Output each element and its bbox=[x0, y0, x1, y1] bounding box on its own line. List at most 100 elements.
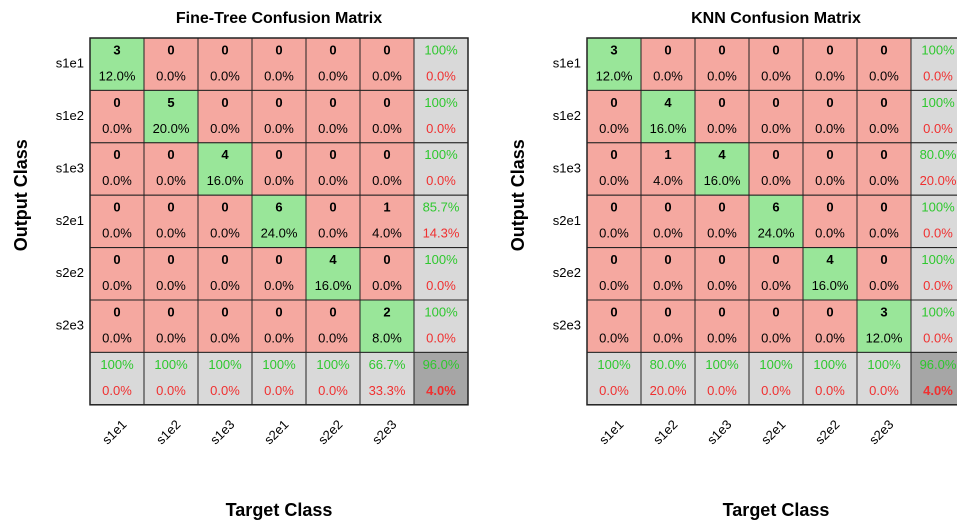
summary-error: 0.0% bbox=[815, 383, 845, 398]
cell bbox=[251, 89, 307, 144]
summary-correct: 100% bbox=[597, 357, 631, 372]
cell-percent: 0.0% bbox=[102, 226, 132, 241]
cell-count: 0 bbox=[275, 95, 282, 110]
summary-correct: 100% bbox=[921, 252, 955, 267]
cell-count: 1 bbox=[664, 147, 671, 162]
cell-percent: 0.0% bbox=[372, 68, 402, 83]
summary-correct: 100% bbox=[424, 147, 458, 162]
cell-count: 0 bbox=[113, 252, 120, 267]
cell-percent: 0.0% bbox=[102, 173, 132, 188]
summary-error: 20.0% bbox=[650, 383, 687, 398]
cell-count: 0 bbox=[610, 304, 617, 319]
summary-correct: 100% bbox=[867, 357, 901, 372]
cell-percent: 0.0% bbox=[210, 330, 240, 345]
cell-count: 0 bbox=[718, 42, 725, 57]
cell-count: 0 bbox=[610, 252, 617, 267]
cell-percent: 16.0% bbox=[315, 278, 352, 293]
cell bbox=[748, 299, 804, 353]
cell-percent: 4.0% bbox=[372, 226, 402, 241]
cell-percent: 0.0% bbox=[815, 226, 845, 241]
cell bbox=[640, 89, 696, 144]
y-tick-label: s1e1 bbox=[553, 56, 581, 71]
summary-cell bbox=[856, 351, 912, 406]
cell-count: 0 bbox=[826, 147, 833, 162]
cell-count: 0 bbox=[221, 252, 228, 267]
cell-percent: 0.0% bbox=[156, 226, 186, 241]
x-tick-label: s2e1 bbox=[758, 417, 789, 448]
cell-count: 0 bbox=[383, 95, 390, 110]
cell-percent: 0.0% bbox=[707, 226, 737, 241]
y-tick-label: s2e2 bbox=[56, 265, 84, 280]
cell bbox=[856, 89, 912, 144]
cell-percent: 0.0% bbox=[869, 121, 899, 136]
cell-count: 2 bbox=[383, 304, 390, 319]
y-tick-label: s1e2 bbox=[553, 108, 581, 123]
cell bbox=[197, 247, 253, 301]
cell bbox=[640, 299, 696, 353]
cell-percent: 0.0% bbox=[318, 330, 348, 345]
cell-count: 0 bbox=[880, 200, 887, 215]
summary-error: 0.0% bbox=[318, 383, 348, 398]
cell-percent: 0.0% bbox=[869, 278, 899, 293]
chart-title: Fine-Tree Confusion Matrix bbox=[176, 10, 382, 27]
cell-count: 0 bbox=[329, 200, 336, 215]
cell-percent: 0.0% bbox=[156, 68, 186, 83]
cell-percent: 0.0% bbox=[869, 173, 899, 188]
cell bbox=[694, 299, 750, 353]
summary-error: 0.0% bbox=[426, 330, 456, 345]
cell-count: 0 bbox=[113, 200, 120, 215]
summary-error: 0.0% bbox=[102, 383, 132, 398]
cell bbox=[856, 37, 912, 91]
cell-count: 0 bbox=[610, 147, 617, 162]
cell-count: 0 bbox=[826, 200, 833, 215]
summary-error: 0.0% bbox=[426, 173, 456, 188]
summary-error: 0.0% bbox=[923, 330, 953, 345]
cell bbox=[251, 194, 307, 249]
cell-count: 0 bbox=[826, 95, 833, 110]
cell-count: 0 bbox=[880, 147, 887, 162]
y-tick-label: s1e3 bbox=[553, 160, 581, 175]
summary-error: 0.0% bbox=[264, 383, 294, 398]
cell bbox=[89, 37, 145, 91]
summary-cell bbox=[910, 142, 957, 196]
cell bbox=[143, 37, 199, 91]
cell bbox=[305, 142, 361, 196]
cell-percent: 0.0% bbox=[210, 121, 240, 136]
summary-cell bbox=[413, 299, 469, 353]
cell-count: 0 bbox=[880, 252, 887, 267]
x-tick-label: s1e1 bbox=[596, 417, 627, 448]
cell-count: 0 bbox=[718, 252, 725, 267]
summary-correct: 96.0% bbox=[920, 357, 957, 372]
cell-count: 0 bbox=[880, 95, 887, 110]
cell-count: 0 bbox=[610, 200, 617, 215]
x-tick-label: s1e2 bbox=[650, 417, 681, 448]
cell-count: 0 bbox=[113, 95, 120, 110]
summary-cell bbox=[413, 142, 469, 196]
cell bbox=[802, 89, 858, 144]
cell-percent: 0.0% bbox=[210, 278, 240, 293]
x-tick-label: s2e2 bbox=[315, 417, 346, 448]
summary-correct: 100% bbox=[316, 357, 350, 372]
cell-count: 0 bbox=[880, 42, 887, 57]
cell-count: 0 bbox=[772, 304, 779, 319]
summary-error: 0.0% bbox=[210, 383, 240, 398]
cell-count: 0 bbox=[329, 147, 336, 162]
cell-count: 0 bbox=[718, 304, 725, 319]
cell-percent: 24.0% bbox=[758, 226, 795, 241]
x-axis-label: Target Class bbox=[226, 500, 333, 520]
cell-count: 3 bbox=[113, 42, 120, 57]
summary-error: 14.3% bbox=[423, 226, 460, 241]
cell-count: 4 bbox=[664, 95, 672, 110]
cell-percent: 0.0% bbox=[653, 330, 683, 345]
cell-count: 0 bbox=[329, 95, 336, 110]
cell bbox=[586, 247, 642, 301]
summary-cell bbox=[694, 351, 750, 406]
cell-percent: 12.0% bbox=[866, 330, 903, 345]
cell bbox=[586, 194, 642, 249]
cell-count: 0 bbox=[718, 95, 725, 110]
summary-correct: 100% bbox=[424, 95, 458, 110]
y-tick-label: s1e3 bbox=[56, 160, 84, 175]
cell-percent: 0.0% bbox=[761, 121, 791, 136]
cell-percent: 16.0% bbox=[704, 173, 741, 188]
cell bbox=[143, 142, 199, 196]
